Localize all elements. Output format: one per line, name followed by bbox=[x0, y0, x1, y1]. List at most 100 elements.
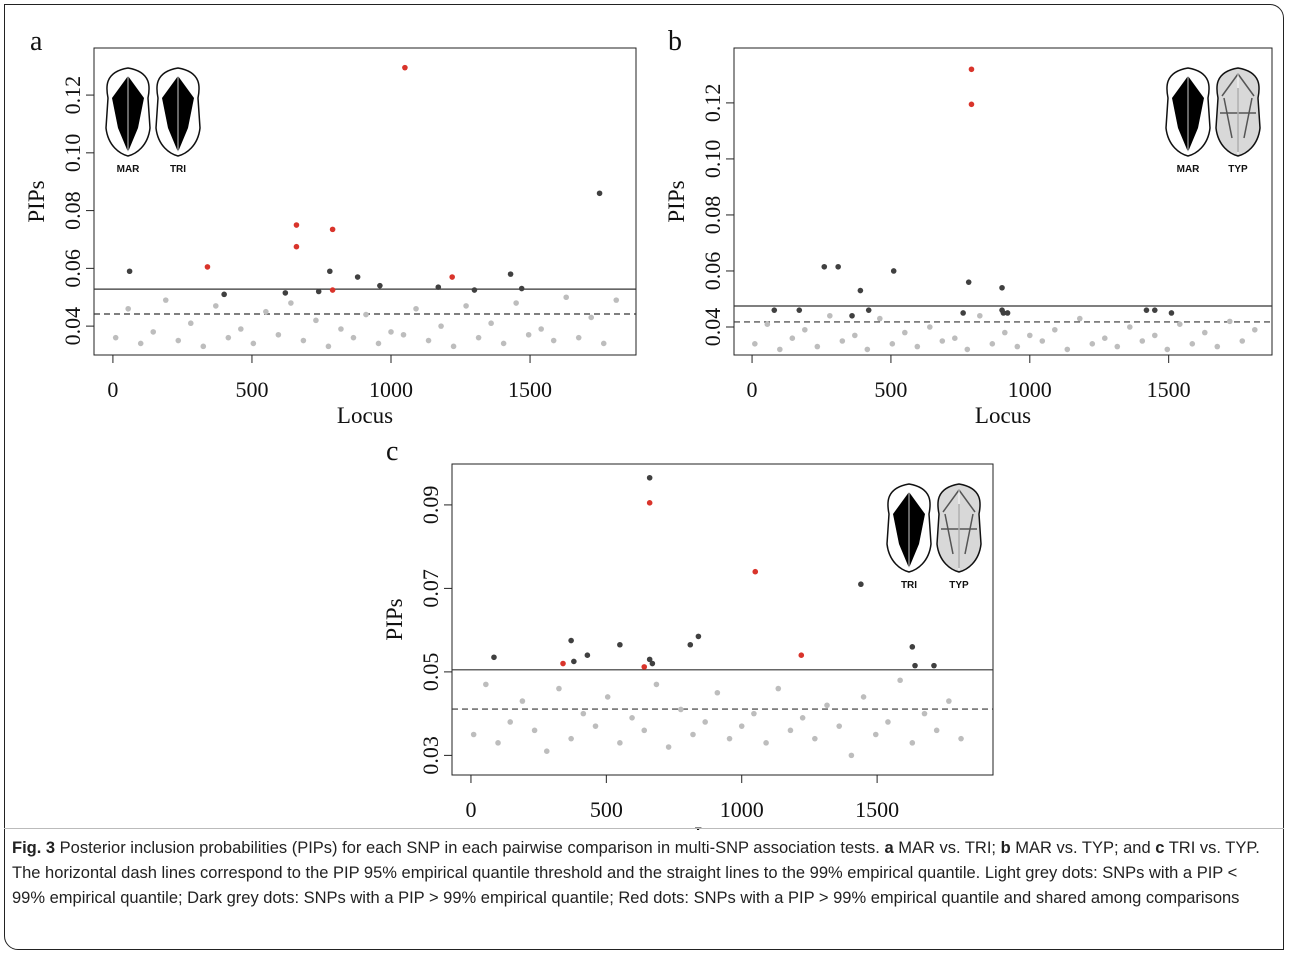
data-point bbox=[827, 312, 833, 319]
data-point bbox=[646, 474, 653, 481]
caption-segment: MAR vs. TRI; bbox=[893, 839, 1001, 857]
data-point bbox=[518, 285, 525, 292]
x-tick-label: 500 bbox=[590, 797, 623, 822]
x-tick-label: 1500 bbox=[855, 797, 899, 822]
data-point bbox=[1076, 315, 1083, 322]
data-point bbox=[1168, 310, 1175, 316]
data-point bbox=[789, 335, 796, 341]
icon-label: TRI bbox=[170, 164, 186, 175]
data-point bbox=[771, 307, 778, 313]
y-tick-label: 0.12 bbox=[700, 84, 725, 123]
data-point bbox=[571, 658, 577, 665]
y-tick-label: 0.10 bbox=[60, 134, 85, 173]
data-point bbox=[1189, 340, 1196, 347]
data-point bbox=[350, 334, 357, 341]
data-point bbox=[1126, 324, 1133, 330]
data-point bbox=[968, 101, 975, 108]
data-point bbox=[877, 315, 883, 322]
data-point bbox=[799, 715, 806, 721]
figure: a 0 500 1000 1500 Locus 0.04 0.06 0.08 0.10 0.12 PI… bbox=[24, 26, 1273, 830]
data-point bbox=[495, 740, 501, 746]
data-point bbox=[1239, 338, 1246, 344]
data-point bbox=[1139, 338, 1146, 344]
data-point bbox=[1004, 310, 1011, 316]
data-point bbox=[946, 698, 952, 704]
data-point bbox=[449, 274, 455, 280]
data-point bbox=[617, 641, 623, 648]
y-tick-label: 0.06 bbox=[60, 249, 85, 288]
data-point bbox=[175, 337, 182, 344]
data-point bbox=[821, 263, 828, 270]
y-tick-label: 0.12 bbox=[60, 76, 85, 115]
data-point bbox=[250, 340, 257, 347]
x-axis-label: Locus bbox=[975, 403, 1031, 428]
insect-icon: MAR bbox=[1165, 67, 1211, 175]
data-point bbox=[777, 346, 783, 353]
data-point bbox=[413, 305, 419, 312]
separator bbox=[4, 828, 1284, 829]
data-point bbox=[238, 326, 244, 332]
caption-segment: TRI vs. TYP. The horizontal dash lines c… bbox=[12, 839, 1265, 907]
data-point bbox=[137, 340, 144, 347]
data-point bbox=[1101, 335, 1108, 341]
insect-icon: MAR bbox=[105, 67, 151, 175]
data-point bbox=[513, 300, 519, 306]
data-point bbox=[329, 226, 336, 233]
data-point bbox=[563, 294, 569, 301]
data-point bbox=[812, 735, 818, 742]
data-point bbox=[798, 652, 805, 658]
data-point bbox=[538, 326, 544, 332]
data-point bbox=[649, 660, 656, 667]
data-point bbox=[909, 740, 916, 746]
data-point bbox=[519, 698, 526, 704]
data-point bbox=[835, 263, 841, 270]
icon-label: MAR bbox=[1177, 164, 1201, 175]
data-point bbox=[450, 343, 457, 350]
insect-icon: TYP bbox=[1215, 67, 1261, 175]
y-tick-label: 0.06 bbox=[700, 252, 725, 291]
data-point bbox=[1214, 343, 1221, 350]
data-point bbox=[738, 723, 745, 729]
caption-segment: a bbox=[884, 839, 894, 857]
data-point bbox=[531, 727, 538, 734]
data-point bbox=[293, 222, 300, 228]
data-point bbox=[543, 748, 550, 755]
data-point bbox=[1052, 326, 1058, 333]
data-point bbox=[275, 331, 282, 338]
data-point bbox=[999, 284, 1005, 291]
data-point bbox=[377, 282, 383, 289]
data-point bbox=[507, 271, 514, 277]
x-tick-label: 1500 bbox=[1147, 377, 1191, 402]
y-tick-label: 0.04 bbox=[60, 307, 85, 346]
data-point bbox=[556, 685, 562, 692]
icon-label: TYP bbox=[1228, 164, 1248, 175]
data-point bbox=[641, 664, 648, 670]
y-axis-label: PIPs bbox=[24, 180, 49, 222]
data-point bbox=[857, 287, 864, 294]
data-point bbox=[897, 677, 903, 684]
data-point bbox=[560, 660, 566, 667]
data-point bbox=[200, 343, 207, 350]
data-point bbox=[354, 274, 361, 280]
caption-segment: b bbox=[1000, 839, 1011, 857]
data-point bbox=[968, 66, 975, 73]
data-point bbox=[1000, 310, 1007, 316]
figure-frame bbox=[4, 4, 1284, 950]
data-point bbox=[989, 340, 996, 347]
data-point bbox=[435, 284, 442, 290]
y-tick-label: 0.04 bbox=[700, 308, 725, 347]
data-point bbox=[714, 689, 721, 696]
data-point bbox=[839, 338, 846, 344]
data-point bbox=[596, 190, 603, 197]
data-point bbox=[849, 312, 855, 319]
data-point bbox=[641, 727, 648, 734]
icon-label: TYP bbox=[949, 580, 969, 591]
data-point bbox=[568, 637, 574, 644]
data-point bbox=[890, 268, 897, 274]
insect-icon: TRI bbox=[155, 67, 201, 175]
data-point bbox=[914, 343, 921, 350]
data-point bbox=[796, 307, 803, 313]
data-point bbox=[338, 326, 344, 332]
data-point bbox=[325, 343, 332, 350]
y-tick-label: 0.03 bbox=[418, 736, 443, 775]
